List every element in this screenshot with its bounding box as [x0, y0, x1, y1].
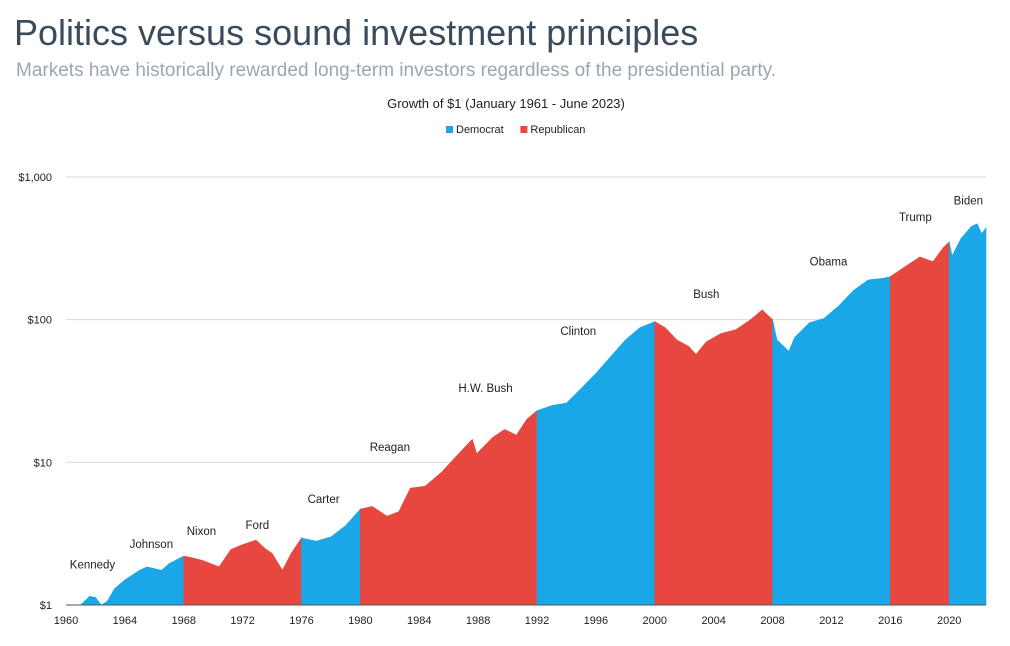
president-label: Carter: [308, 494, 340, 506]
page-title: Politics versus sound investment princip…: [14, 12, 699, 53]
area-republican: [890, 241, 950, 606]
area-democrat: [536, 321, 656, 606]
president-label: Bush: [693, 289, 719, 301]
area-democrat: [772, 276, 891, 606]
area-republican: [654, 309, 773, 606]
area-democrat: [301, 508, 361, 606]
president-label: Trump: [899, 212, 932, 224]
x-tick-label: 2000: [643, 615, 667, 627]
x-tick-label: 2004: [701, 615, 725, 627]
president-labels: Kennedy Johnson Nixon Ford Carter Reagan H.W. …: [70, 196, 983, 572]
legend-label-democrat: Democrat: [456, 124, 504, 136]
x-tick-label: 1984: [407, 615, 431, 627]
area-republican: [360, 410, 538, 606]
area-republican: [183, 537, 302, 606]
legend-swatch-democrat: [446, 126, 453, 133]
y-tick-label: $1: [40, 600, 52, 612]
x-axis: 1960 1964 1968 1972 1976 1980 1984 1988 1992 1996…: [54, 604, 986, 627]
x-tick-label: 1964: [113, 615, 137, 627]
chart-legend: Democrat Republican: [446, 124, 585, 136]
y-tick-label: $10: [34, 457, 52, 469]
x-tick-label: 2012: [819, 615, 843, 627]
y-tick-label: $1,000: [18, 172, 52, 184]
page-subtitle: Markets have historically rewarded long-…: [16, 60, 776, 81]
president-label: Nixon: [187, 526, 216, 538]
legend-label-republican: Republican: [530, 124, 585, 136]
president-label: Johnson: [130, 539, 173, 551]
area-democrat: [948, 223, 987, 606]
x-tick-label: 1976: [289, 615, 313, 627]
chart-areas: [66, 223, 987, 606]
x-tick-label: 2008: [760, 615, 784, 627]
x-tick-label: 1980: [348, 615, 372, 627]
president-label: H.W. Bush: [458, 383, 512, 395]
x-tick-label: 1992: [525, 615, 549, 627]
y-tick-label: $100: [28, 315, 52, 327]
x-tick-label: 1972: [230, 615, 254, 627]
area-democrat: [66, 555, 185, 606]
x-tick-label: 1988: [466, 615, 490, 627]
president-label: Kennedy: [70, 560, 116, 572]
x-tick-label: 1968: [172, 615, 196, 627]
president-label: Biden: [954, 196, 983, 208]
x-tick-label: 2020: [937, 615, 961, 627]
president-label: Obama: [810, 256, 848, 268]
president-label: Ford: [246, 520, 270, 532]
president-label: Clinton: [560, 326, 596, 338]
x-tick-label: 2016: [878, 615, 902, 627]
president-label: Reagan: [370, 442, 410, 454]
x-tick-label: 1996: [584, 615, 608, 627]
y-axis: $1 $10 $100 $1,000: [18, 172, 52, 612]
x-tick-label: 1960: [54, 615, 78, 627]
chart-title: Growth of $1 (January 1961 - June 2023): [387, 96, 625, 111]
legend-swatch-republican: [520, 126, 528, 133]
